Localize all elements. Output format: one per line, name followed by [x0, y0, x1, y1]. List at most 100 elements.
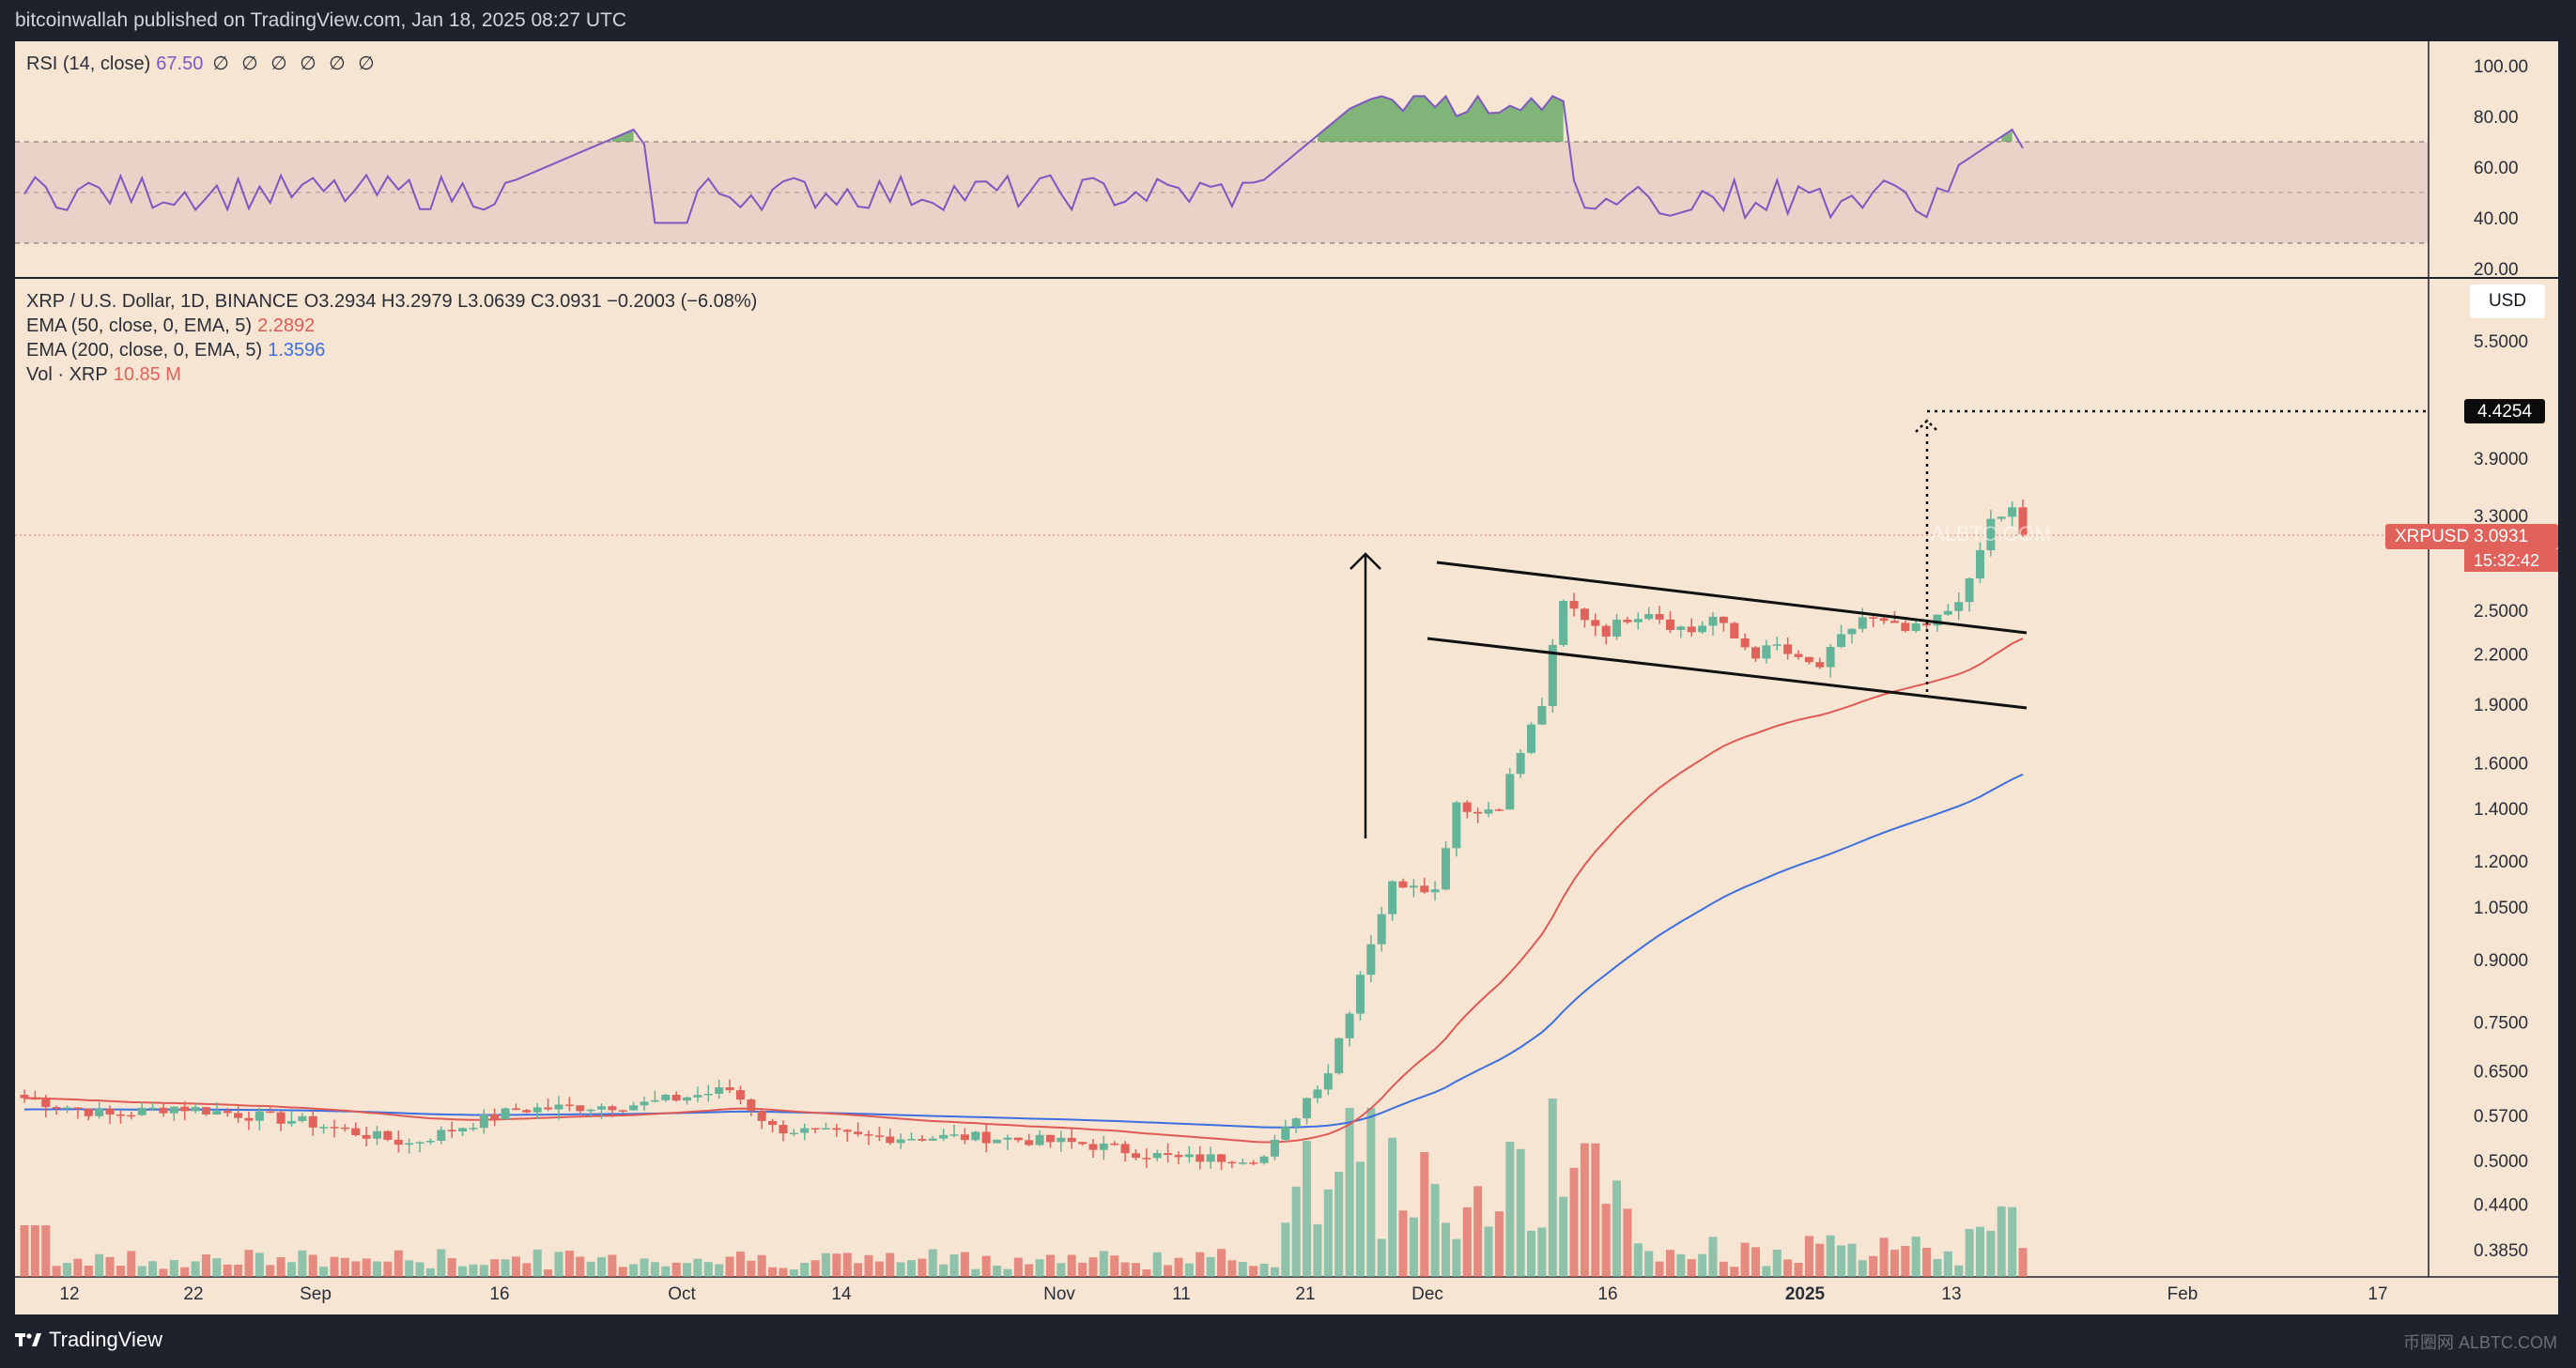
volume-bar: [469, 1264, 478, 1277]
currency-button[interactable]: USD: [2470, 284, 2545, 318]
chart-canvas[interactable]: 100.00 80.00 60.00 40.00 20.00 ALBTC.COM 5.5…: [15, 41, 2558, 1314]
volume-bar: [800, 1262, 810, 1277]
volume-bar: [383, 1261, 393, 1277]
candle-body: [1890, 621, 1899, 623]
candle-body: [1837, 634, 1846, 647]
volume-bar: [105, 1256, 115, 1277]
volume-bar: [1174, 1257, 1183, 1277]
volume-bar: [1164, 1265, 1173, 1277]
candle-body: [703, 1094, 713, 1096]
volume-bar: [276, 1257, 285, 1277]
tradingview-logo-icon: [15, 1333, 41, 1346]
time-tick-5: 14: [831, 1284, 852, 1304]
candle-body: [276, 1112, 285, 1124]
volume-bar: [425, 1268, 435, 1277]
volume-bar: [810, 1260, 820, 1277]
brand-name: TradingView: [49, 1328, 163, 1351]
candle-body: [1879, 618, 1889, 622]
published-info: bitcoinwallah published on TradingView.c…: [15, 9, 627, 31]
volume-bar: [1837, 1245, 1846, 1277]
ema200-legend[interactable]: EMA (200, close, 0, EMA, 5) 1.3596: [26, 340, 325, 361]
candle-body: [2018, 507, 2028, 535]
volume-bar: [1303, 1141, 1312, 1277]
volume-bar: [1740, 1242, 1750, 1277]
rsi-legend[interactable]: RSI (14, close) 67.50 ∅ ∅ ∅ ∅ ∅ ∅: [26, 52, 378, 75]
candle-body: [1355, 975, 1365, 1014]
volume-bar: [1003, 1268, 1012, 1277]
volume-bar: [1698, 1253, 1707, 1277]
volume-bar: [608, 1254, 617, 1277]
volume-bar: [1644, 1251, 1654, 1277]
candle-body: [447, 1130, 456, 1132]
volume-bar: [1152, 1252, 1162, 1277]
volume-bar: [1313, 1223, 1322, 1277]
symbol-line: XRP / U.S. Dollar, 1D, BINANCE: [26, 291, 299, 312]
volume-bar: [1366, 1108, 1376, 1277]
price-tick-3: 2.5000: [2474, 602, 2528, 622]
candle-body: [1516, 752, 1525, 775]
candle-body: [1441, 848, 1450, 890]
ema50-line: [23, 638, 2024, 1144]
candle-body: [1569, 601, 1579, 609]
price-axis[interactable]: 5.5000 3.9000 3.3000 2.5000 2.2000 1.9000 1.60…: [2474, 332, 2528, 1261]
volume-bar: [148, 1261, 158, 1277]
volume-bar: [1078, 1262, 1087, 1277]
candle-body: [1217, 1154, 1226, 1162]
rsi-pane: [15, 94, 2429, 244]
volume-bar: [351, 1261, 361, 1277]
time-tick-4: Oct: [668, 1284, 696, 1304]
volume-bar: [437, 1249, 446, 1277]
ema200-label: EMA (200, close, 0, EMA, 5): [26, 340, 263, 361]
volume-bar: [1858, 1260, 1867, 1277]
candle-body: [1815, 662, 1825, 668]
candle-body: [298, 1115, 307, 1121]
candle-body: [993, 1139, 1002, 1144]
candle-body: [383, 1130, 393, 1140]
price-tick-13: 0.5700: [2474, 1107, 2528, 1127]
volume-bar: [1559, 1196, 1568, 1277]
candle-body: [1035, 1134, 1044, 1145]
candle-body: [501, 1108, 510, 1120]
volume-bar: [1195, 1252, 1205, 1277]
candle-body: [1398, 881, 1408, 888]
ema50-legend[interactable]: EMA (50, close, 0, EMA, 5) 2.2892: [26, 315, 315, 337]
candle-body: [1826, 646, 1835, 668]
candle-body: [725, 1087, 734, 1091]
price-tick-11: 0.7500: [2474, 1013, 2528, 1033]
candle-body: [437, 1130, 446, 1141]
candle-body: [1313, 1089, 1322, 1099]
volume-legend[interactable]: Vol · XRP 10.85 M: [26, 364, 181, 386]
flag-lower-trendline[interactable]: [1427, 637, 2028, 710]
volume-bar: [928, 1249, 937, 1277]
ema200-value: 1.3596: [268, 340, 326, 361]
volume-bar: [907, 1260, 917, 1277]
candle-body: [1655, 614, 1664, 620]
drawings[interactable]: [1350, 409, 2429, 838]
time-axis[interactable]: 12 22 Sep 16 Oct 14 Nov 11 21 Dec 16 2025 13 Feb 17: [59, 1284, 2387, 1304]
tradingview-brand[interactable]: TradingView: [15, 1328, 162, 1352]
volume-bar: [1206, 1256, 1215, 1277]
candle-body: [1494, 809, 1504, 811]
volume-bar: [1847, 1243, 1857, 1277]
candle-body: [148, 1107, 158, 1110]
volume-bar: [1099, 1251, 1108, 1277]
candle-body: [180, 1106, 190, 1112]
candlesticks: [20, 500, 2028, 1171]
symbol-tag: XRPUSD: [2395, 527, 2469, 546]
volume-bar: [1045, 1254, 1055, 1277]
rsi-settings-dots[interactable]: ∅ ∅ ∅ ∅ ∅ ∅: [212, 54, 378, 74]
flag-upper-trendline[interactable]: [1436, 561, 2028, 635]
volume-bar: [415, 1262, 424, 1277]
chart-area[interactable]: 100.00 80.00 60.00 40.00 20.00 ALBTC.COM 5.5…: [15, 41, 2558, 1314]
volume-bar: [1088, 1257, 1098, 1277]
candle-body: [671, 1095, 681, 1101]
symbol-legend[interactable]: XRP / U.S. Dollar, 1D, BINANCE O3.2934 H3…: [26, 291, 757, 313]
time-tick-12: 13: [1941, 1284, 1961, 1304]
candle-body: [735, 1090, 745, 1100]
candle-body: [201, 1107, 210, 1115]
candle-body: [1057, 1137, 1066, 1143]
volume-bar: [671, 1262, 681, 1277]
volume-bar: [1420, 1152, 1429, 1277]
volume-bar: [864, 1254, 873, 1277]
candle-body: [757, 1111, 766, 1121]
